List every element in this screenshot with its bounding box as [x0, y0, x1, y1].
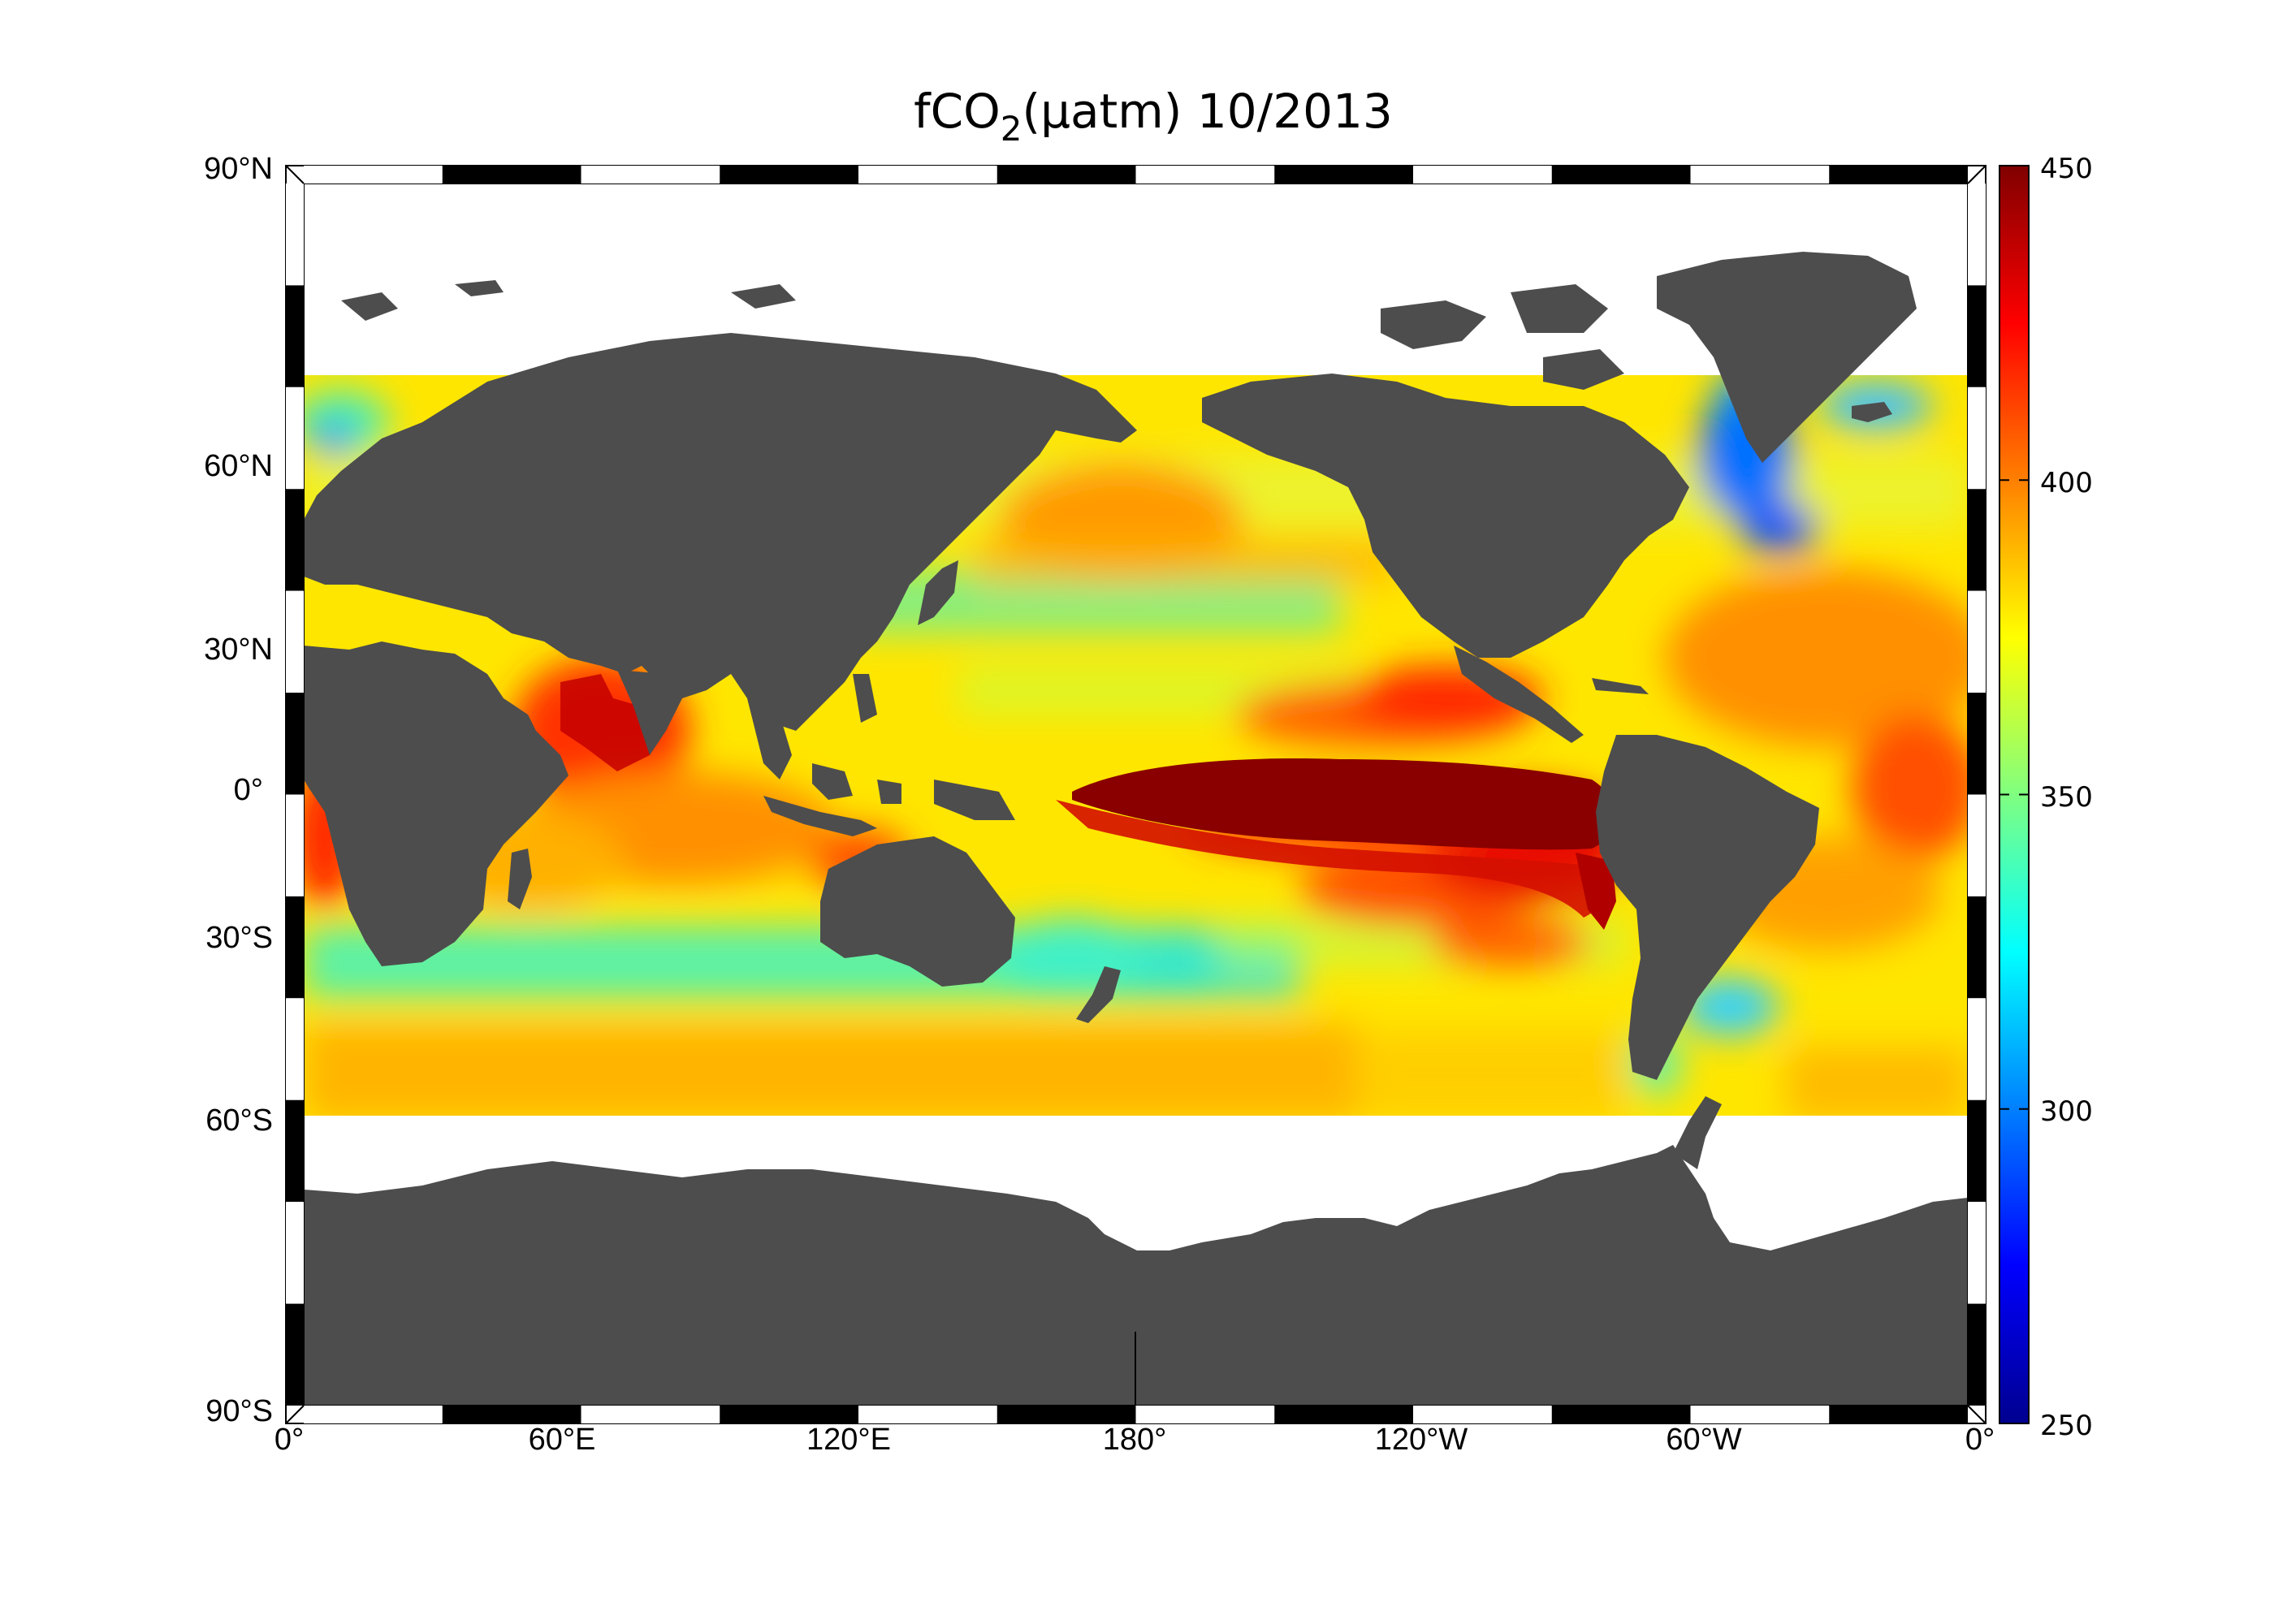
lat-tick-label: 60°S: [205, 1104, 273, 1138]
land-south-america: [1596, 735, 1819, 1080]
land-india: [617, 670, 682, 755]
lat-axis: 90°N 60°N 30°N 0° 30°S 60°S 90°S: [204, 152, 273, 1428]
frame-block: [581, 1406, 720, 1423]
lon-tick-label: 60°E: [529, 1423, 596, 1457]
frame-block: [1968, 896, 1986, 999]
frame-block: [1551, 1406, 1691, 1423]
frame-block: [1968, 998, 1986, 1100]
frame-block: [996, 166, 1136, 184]
lon-tick-label: 0°: [1965, 1423, 1995, 1457]
frame-block: [1968, 489, 1986, 591]
frame-block: [286, 387, 304, 490]
frame-block: [286, 998, 304, 1100]
frame-block: [286, 285, 304, 387]
frame-block: [1968, 794, 1986, 896]
frame-block: [1968, 387, 1986, 490]
colorbar-tick-label: 400: [2040, 467, 2093, 499]
frame-block: [996, 1406, 1136, 1423]
lat-tick-label: 30°S: [205, 921, 273, 955]
frame-block: [442, 1406, 581, 1423]
frame-block: [1274, 166, 1413, 184]
frame-block: [1968, 590, 1986, 693]
frame-block: [1135, 1406, 1275, 1423]
frame-block: [858, 166, 997, 184]
land-north-america: [1202, 374, 1689, 658]
frame-block: [286, 1099, 304, 1203]
land: [304, 252, 1968, 1406]
frame-block: [1968, 1099, 1986, 1203]
colorbar-tick-label: 300: [2040, 1095, 2093, 1128]
frame-block: [286, 794, 304, 896]
frame-block: [286, 1303, 304, 1406]
land-antarctica: [304, 1145, 1968, 1406]
land-indonesia: [763, 796, 877, 836]
lon-tick-label: 120°E: [806, 1423, 891, 1457]
colorbar-tick-label: 450: [2040, 153, 2093, 185]
frame-block: [720, 166, 858, 184]
lat-tick-label: 60°N: [204, 449, 273, 483]
lon-tick-label: 180°: [1103, 1423, 1167, 1457]
lat-tick-label: 30°N: [204, 633, 273, 667]
frame-block: [1413, 1406, 1552, 1423]
frame-block: [1968, 285, 1986, 387]
map-frame: [285, 165, 1987, 1424]
colorbar-tick-label: 250: [2040, 1410, 2093, 1442]
land-new-zealand: [1076, 966, 1121, 1023]
frame-block: [286, 489, 304, 591]
frame-block: [1135, 166, 1275, 184]
frame-block: [1413, 166, 1552, 184]
frame-block: [1551, 166, 1691, 184]
land-eurasia: [304, 333, 1137, 731]
frame-block: [286, 693, 304, 795]
frame-block: [1968, 184, 1986, 286]
frame-block: [1829, 1406, 1968, 1423]
frame-block: [1690, 1406, 1830, 1423]
frame-block: [1968, 1202, 1986, 1304]
frame-block: [442, 166, 581, 184]
lon-axis: 0° 60°E 120°E 180° 120°W 60°W 0°: [275, 1423, 1995, 1457]
lat-tick-label: 0°: [234, 773, 263, 807]
frame-block: [304, 1406, 443, 1423]
frame-block: [1829, 166, 1968, 184]
colorbar-tick-label: 350: [2040, 781, 2093, 814]
land-australia: [820, 836, 1015, 987]
colorbar: 450 400 350 300 250: [1999, 153, 2093, 1442]
frame-block: [1968, 693, 1986, 795]
frame-block: [286, 184, 304, 286]
frame-block: [1274, 1406, 1413, 1423]
frame-block: [1968, 1303, 1986, 1406]
frame-block: [304, 166, 443, 184]
land-madagascar: [508, 849, 532, 909]
frame-block: [286, 896, 304, 999]
lon-tick-label: 120°W: [1375, 1423, 1468, 1457]
lat-tick-label: 90°S: [205, 1394, 273, 1428]
land-greenland: [1657, 252, 1917, 463]
frame-block: [1690, 166, 1830, 184]
frame-block: [286, 1202, 304, 1304]
land-africa: [304, 641, 568, 966]
frame-block: [286, 590, 304, 693]
frame-block: [720, 1406, 858, 1423]
frame-block: [858, 1406, 997, 1423]
lat-tick-label: 90°N: [204, 152, 273, 186]
lon-tick-label: 0°: [275, 1423, 304, 1457]
map-title: fCO2(μatm) 10/2013: [914, 84, 1393, 149]
land-japan: [918, 560, 958, 625]
frame-block: [581, 166, 720, 184]
lon-tick-label: 60°W: [1666, 1423, 1741, 1457]
